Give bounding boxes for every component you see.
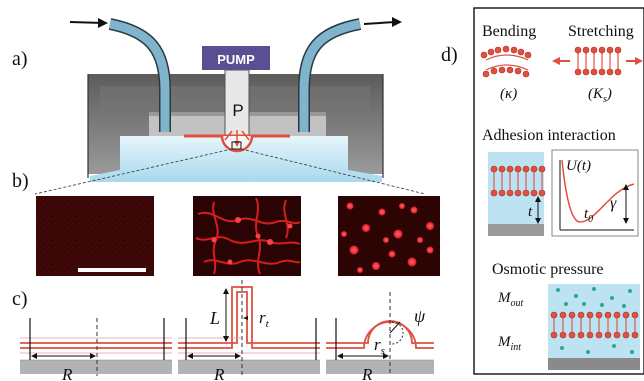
panel-label-b: b) <box>12 170 29 192</box>
substrate-flat <box>20 360 172 374</box>
zoom-box <box>231 141 242 150</box>
pressure-label: P <box>232 101 243 120</box>
bud-radius-label: rs <box>374 335 385 357</box>
tube-radius-label: rt <box>259 308 270 330</box>
panel-label-d: d) <box>441 44 458 66</box>
stretch-right-arrow-icon <box>635 57 643 65</box>
panel-label-c: c) <box>12 288 28 310</box>
radius-label-bud: R <box>361 365 373 381</box>
outlet-tube <box>299 19 361 132</box>
potential-curve <box>561 159 635 223</box>
adhesion-strength-label: γ <box>610 195 617 212</box>
micrograph-tubes <box>193 196 301 276</box>
osmotic-illustration <box>548 284 640 370</box>
micrograph-spheres <box>338 196 440 276</box>
bending-illustration <box>480 45 532 78</box>
radius-label-tube: R <box>213 365 225 381</box>
fluorescence-images <box>36 196 440 276</box>
radius-label-flat: R <box>61 365 73 381</box>
pump-box <box>202 46 270 70</box>
potential-label: U(t) <box>566 158 591 174</box>
substrate-bud <box>326 360 434 374</box>
stretching-illustration <box>552 46 643 76</box>
substrate-tube <box>178 360 320 374</box>
outer-solute-label: Mout <box>497 290 524 309</box>
liquid-bath <box>90 136 382 182</box>
panel-label-a: a) <box>12 48 28 70</box>
potential-plot <box>551 149 639 237</box>
inlet-tube <box>109 19 170 132</box>
equilibrium-distance-label: t0 <box>584 206 593 225</box>
inflow-arrow-icon <box>98 18 108 28</box>
inner-solute-label: Mint <box>497 334 521 353</box>
experimental-setup <box>34 17 426 195</box>
membrane-geometries <box>20 280 434 376</box>
bending-symbol: (κ) <box>500 86 517 102</box>
stretching-symbol: (Ks) <box>588 86 612 105</box>
distance-label: t <box>528 204 533 220</box>
scale-bar <box>78 268 146 272</box>
micrograph-flat <box>36 196 154 276</box>
stretch-left-arrow-icon <box>552 57 560 65</box>
bending-title: Bending <box>482 23 536 40</box>
outflow-arrow-icon <box>392 17 402 27</box>
angle-label: ψ <box>414 306 426 326</box>
osmotic-title: Osmotic pressure <box>492 261 604 278</box>
pump-label: PUMP <box>217 52 255 67</box>
tube-length-label: L <box>209 308 220 328</box>
adhesion-title: Adhesion interaction <box>482 127 616 144</box>
adhesion-illustration <box>488 149 639 237</box>
mechanics-frame <box>473 7 644 375</box>
stretching-title: Stretching <box>568 23 634 40</box>
